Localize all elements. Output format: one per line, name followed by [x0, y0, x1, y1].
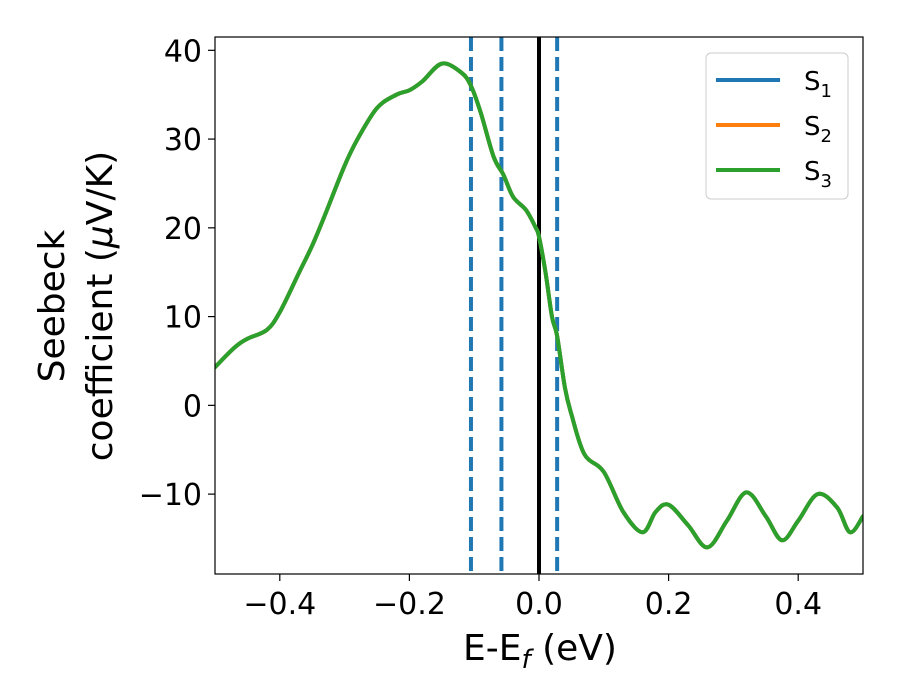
- x-axis-label: E-Ef (eV): [463, 628, 617, 675]
- x-axis: −0.4 −0.2 0.0 0.2 0.4: [243, 574, 822, 622]
- y-tick-label: 10: [164, 301, 202, 336]
- y-tick-label: 20: [164, 212, 202, 247]
- y-tick-label: 40: [164, 34, 202, 69]
- vertical-markers: [468, 37, 560, 574]
- series-lines: [215, 61, 863, 550]
- x-tick-label: 0.4: [774, 587, 822, 622]
- legend-label-s2: S2: [804, 112, 832, 147]
- y-axis: −10 0 10 20 30 40: [139, 34, 215, 513]
- x-tick-label: −0.2: [373, 587, 446, 622]
- y-axis-label-line1: Seebeck: [32, 229, 73, 382]
- legend-label-s1: S1: [804, 67, 832, 102]
- x-tick-label: 0.2: [645, 587, 693, 622]
- y-axis-label-line2: coefficient (μV/K): [80, 151, 121, 461]
- legend: S1 S2 S3: [705, 52, 849, 200]
- series-line-s3: [215, 61, 863, 550]
- x-tick-label: −0.4: [243, 587, 316, 622]
- x-tick-label: 0.0: [515, 587, 563, 622]
- y-tick-label: −10: [139, 478, 202, 513]
- legend-label-s3: S3: [804, 157, 832, 192]
- y-tick-label: 0: [183, 389, 202, 424]
- y-tick-label: 30: [164, 123, 202, 158]
